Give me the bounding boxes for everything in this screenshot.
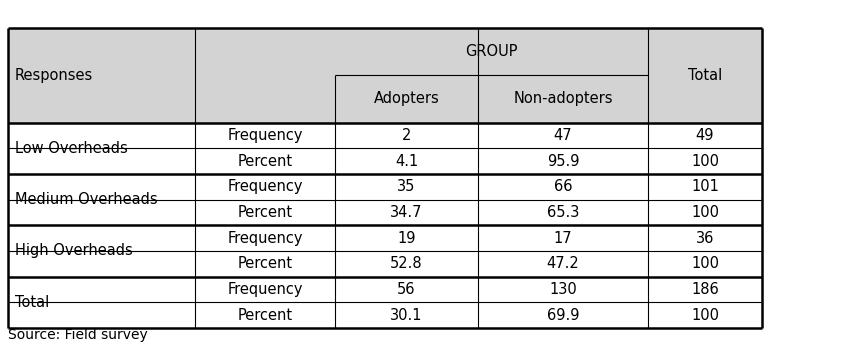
Text: Frequency: Frequency [227, 231, 303, 246]
Text: 130: 130 [549, 282, 577, 297]
Text: 17: 17 [553, 231, 572, 246]
Text: 30.1: 30.1 [390, 308, 422, 323]
Text: 4.1: 4.1 [395, 154, 418, 169]
Text: 95.9: 95.9 [547, 154, 579, 169]
Text: High Overheads: High Overheads [15, 244, 133, 258]
Text: 100: 100 [691, 308, 719, 323]
Text: Frequency: Frequency [227, 128, 303, 143]
Text: 65.3: 65.3 [547, 205, 579, 220]
Text: 56: 56 [397, 282, 416, 297]
Text: Frequency: Frequency [227, 179, 303, 194]
Text: Source: Field survey: Source: Field survey [8, 328, 148, 342]
Text: Adopters: Adopters [374, 91, 439, 106]
Text: Low Overheads: Low Overheads [15, 141, 128, 156]
Text: 49: 49 [696, 128, 714, 143]
Bar [8, 302, 762, 328]
Text: 100: 100 [691, 154, 719, 169]
Text: 100: 100 [691, 256, 719, 271]
Text: 66: 66 [553, 179, 572, 194]
Bar [8, 148, 762, 174]
Bar [8, 200, 762, 225]
Bar [8, 123, 762, 148]
Text: Percent: Percent [237, 205, 292, 220]
Text: 186: 186 [691, 282, 719, 297]
Text: Percent: Percent [237, 256, 292, 271]
Text: Responses: Responses [15, 68, 94, 83]
Text: 34.7: 34.7 [390, 205, 422, 220]
Text: 36: 36 [696, 231, 714, 246]
Text: 2: 2 [402, 128, 411, 143]
Text: 52.8: 52.8 [390, 256, 422, 271]
Text: Medium Overheads: Medium Overheads [15, 192, 157, 207]
Bar [8, 277, 762, 302]
Text: 100: 100 [691, 205, 719, 220]
Text: 69.9: 69.9 [547, 308, 579, 323]
Text: Total: Total [688, 68, 722, 83]
Text: GROUP: GROUP [465, 44, 518, 59]
Bar [8, 28, 762, 75]
Text: 101: 101 [691, 179, 719, 194]
Bar [8, 225, 762, 251]
Text: Non-adopters: Non-adopters [513, 91, 613, 106]
Text: Percent: Percent [237, 308, 292, 323]
Text: Frequency: Frequency [227, 282, 303, 297]
Bar [8, 174, 762, 200]
Text: 47.2: 47.2 [547, 256, 580, 271]
Text: Total: Total [15, 295, 49, 310]
Text: 19: 19 [397, 231, 416, 246]
Text: Percent: Percent [237, 154, 292, 169]
Bar [8, 251, 762, 277]
Bar [8, 75, 762, 123]
Text: 35: 35 [397, 179, 416, 194]
Text: 47: 47 [553, 128, 572, 143]
